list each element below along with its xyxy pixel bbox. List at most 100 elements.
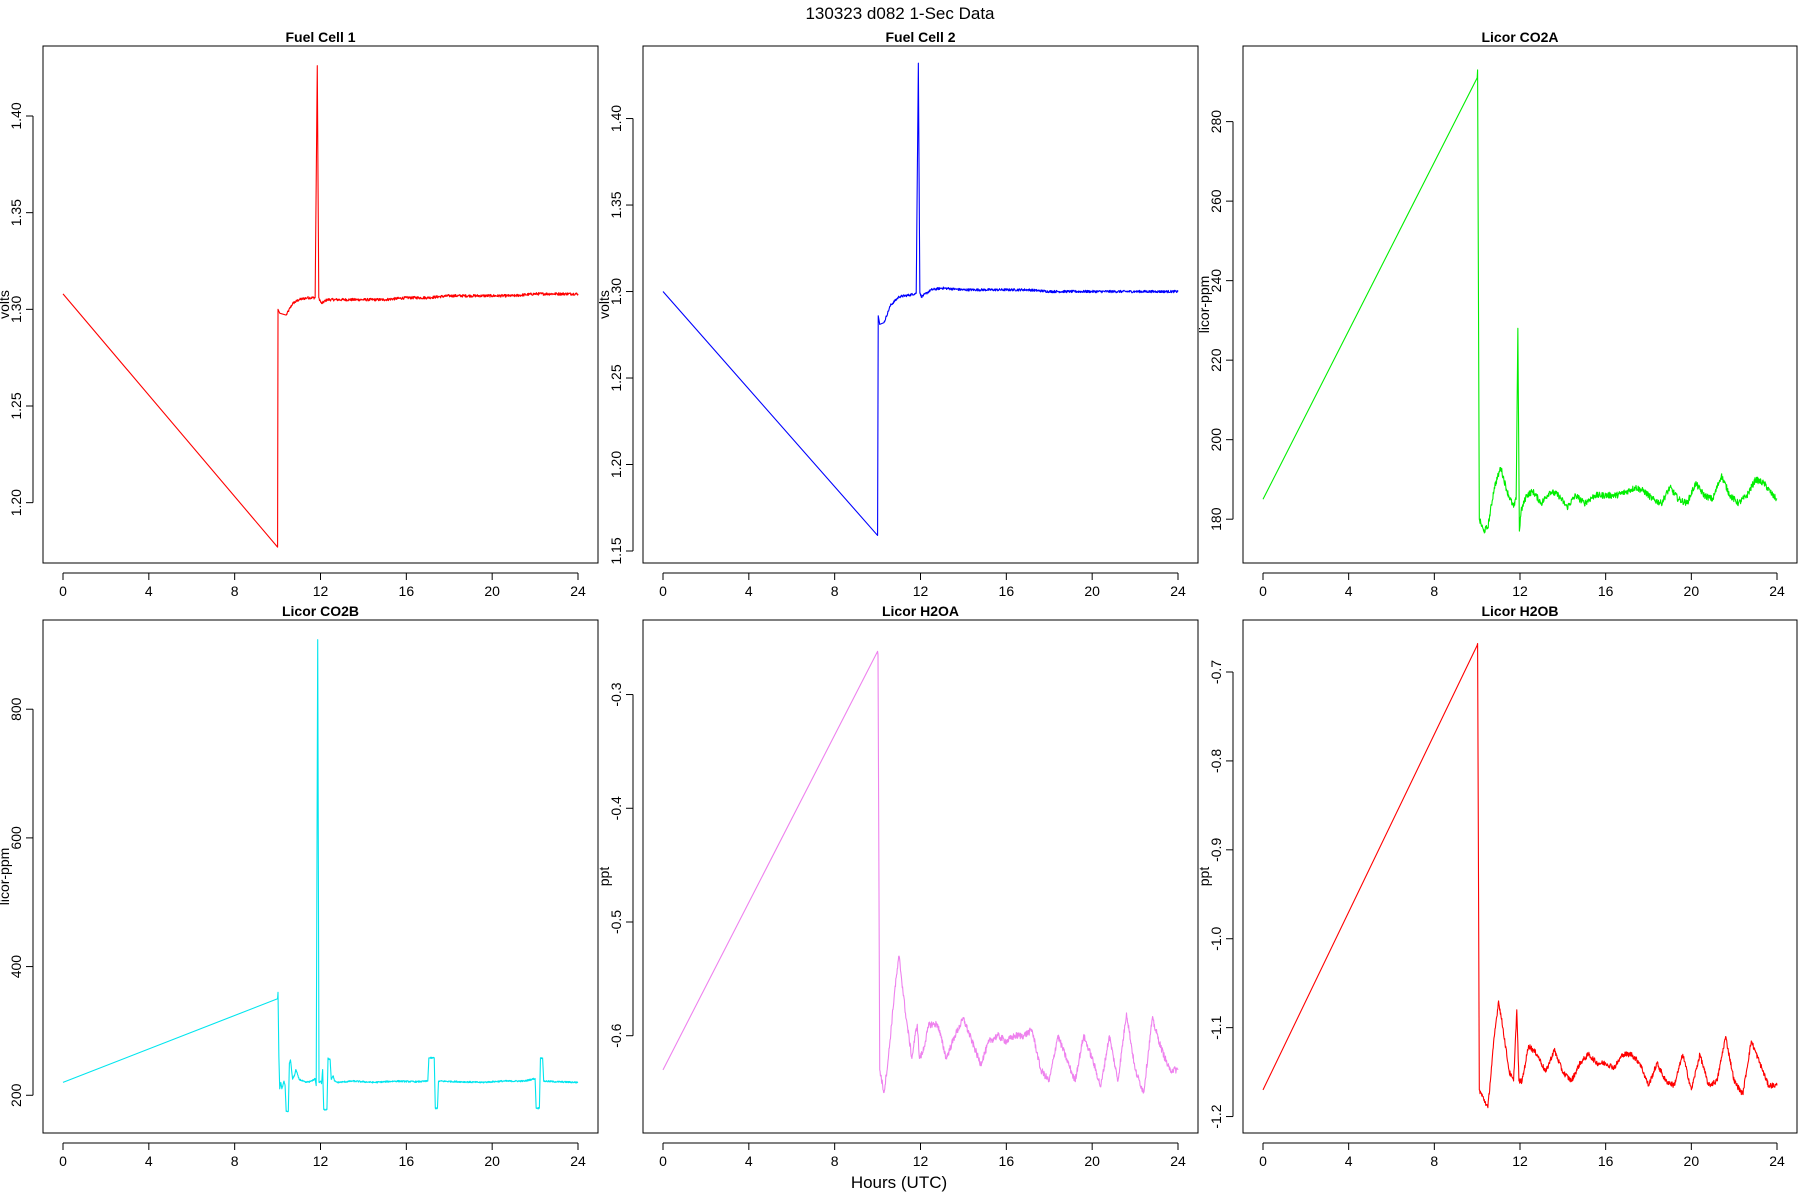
panel-licor-h2ob: Licor H2OB 0 4 8 12 16 20 24 -1.2 -1.1 -1.0 -0.9 -0.…	[1196, 603, 1798, 1169]
x-axis: 0 4 8 12 16 20 24	[1259, 572, 1785, 599]
panel-title: Fuel Cell 2	[885, 29, 955, 45]
y-tick-label: 220	[1208, 348, 1224, 372]
x-tick-label: 20	[1084, 1153, 1100, 1169]
y-tick-label: 1.40	[608, 105, 624, 132]
x-tick-label: 8	[231, 1153, 239, 1169]
panel-title: Fuel Cell 1	[285, 29, 355, 45]
y-tick-label: 1.25	[608, 364, 624, 391]
x-tick-label: 8	[1430, 1153, 1438, 1169]
plot-frame	[1242, 619, 1798, 1134]
panel-title: Licor CO2B	[282, 603, 359, 619]
x-tick-label: 12	[313, 1153, 329, 1169]
x-tick-label: 12	[913, 583, 929, 599]
x-tick-label: 0	[659, 583, 667, 599]
x-axis-label: Hours (UTC)	[851, 1173, 947, 1192]
y-tick-label: -0.8	[1208, 749, 1224, 773]
series-line-licor-h2oa	[662, 650, 1179, 1094]
plot-frame	[42, 619, 599, 1134]
x-axis: 0 4 8 12 16 20 24	[659, 572, 1186, 599]
plot-frame	[1242, 45, 1798, 564]
x-tick-label: 8	[231, 583, 239, 599]
y-axis-label: volts	[596, 290, 612, 319]
x-tick-label: 20	[1684, 583, 1700, 599]
y-tick-label: -0.5	[608, 910, 624, 934]
x-tick-label: 20	[484, 1153, 500, 1169]
y-tick-label: 240	[1208, 269, 1224, 293]
y-axis-label: ppt	[596, 867, 612, 887]
y-tick-label: 1.30	[8, 295, 24, 322]
x-tick-label: 0	[59, 1153, 67, 1169]
x-tick-label: 8	[1430, 583, 1438, 599]
y-tick-label: 280	[1208, 110, 1224, 134]
y-tick-label: 180	[1208, 507, 1224, 531]
y-tick-label: 1.40	[8, 102, 24, 129]
x-tick-label: 16	[399, 583, 415, 599]
x-tick-label: 24	[570, 1153, 586, 1169]
y-tick-label: -0.7	[1208, 660, 1224, 684]
x-tick-label: 16	[999, 583, 1015, 599]
x-tick-label: 16	[1598, 1153, 1614, 1169]
x-tick-label: 4	[145, 1153, 153, 1169]
y-tick-label: -0.3	[608, 682, 624, 706]
x-tick-label: 24	[1170, 1153, 1186, 1169]
y-tick-label: 400	[8, 955, 24, 979]
x-tick-label: 16	[399, 1153, 415, 1169]
x-tick-label: 12	[1512, 1153, 1528, 1169]
x-tick-label: 24	[570, 583, 586, 599]
y-axis-label: licor-ppm	[1196, 276, 1212, 334]
y-axis-label: ppt	[1196, 867, 1212, 887]
x-tick-label: 16	[1598, 583, 1614, 599]
y-tick-label: -0.6	[608, 1023, 624, 1047]
y-tick-label: 1.35	[608, 191, 624, 218]
x-tick-label: 12	[1512, 583, 1528, 599]
y-axis: -0.6 -0.5 -0.4 -0.3	[608, 682, 634, 1048]
x-tick-label: 8	[831, 1153, 839, 1169]
y-tick-label: 1.30	[608, 278, 624, 305]
x-tick-label: 24	[1769, 1153, 1785, 1169]
y-tick-label: -1.2	[1208, 1104, 1224, 1128]
y-tick-label: 600	[8, 826, 24, 850]
y-tick-label: 1.25	[8, 392, 24, 419]
y-tick-label: 200	[8, 1083, 24, 1107]
y-tick-label: 1.20	[608, 451, 624, 478]
y-tick-label: 1.35	[8, 199, 24, 226]
y-axis: 180 200 220 240 260 280	[1208, 110, 1234, 531]
y-axis: -1.2 -1.1 -1.0 -0.9 -0.8 -0.7	[1208, 660, 1234, 1129]
plot-frame	[42, 45, 599, 564]
x-axis: 0 4 8 12 16 20 24	[1259, 1142, 1785, 1169]
y-tick-label: 800	[8, 697, 24, 721]
x-tick-label: 0	[59, 583, 67, 599]
series-line-fuel-cell-2	[662, 62, 1179, 536]
series-line-licor-co2a	[1262, 69, 1778, 534]
plot-frame	[642, 45, 1199, 564]
y-tick-label: -0.4	[608, 796, 624, 820]
x-tick-label: 12	[913, 1153, 929, 1169]
x-tick-label: 4	[745, 583, 753, 599]
y-tick-label: -1.1	[1208, 1015, 1224, 1039]
panel-title: Licor H2OA	[882, 603, 959, 619]
y-tick-label: 1.15	[608, 537, 624, 564]
series-line-licor-co2b	[62, 639, 579, 1113]
y-axis: 1.20 1.25 1.30 1.35 1.40	[8, 102, 34, 516]
y-axis: 200 400 600 800	[8, 697, 34, 1107]
y-tick-label: 260	[1208, 189, 1224, 213]
panel-fuel-cell-1: Fuel Cell 10 4 8 12 16 20 241.201.251.301.351.…	[0, 29, 599, 599]
x-tick-label: 4	[1345, 583, 1353, 599]
x-tick-label: 0	[1259, 583, 1267, 599]
series-line-licor-h2ob	[1262, 643, 1778, 1109]
y-axis-label: volts	[0, 290, 12, 319]
series-line-fuel-cell-1	[62, 65, 579, 548]
x-tick-label: 20	[1684, 1153, 1700, 1169]
x-tick-label: 20	[1084, 583, 1100, 599]
y-tick-label: 1.20	[8, 489, 24, 516]
y-axis-label: licor-ppm	[0, 848, 12, 906]
x-axis: 0 4 8 12 16 20 24	[59, 1142, 586, 1169]
x-tick-label: 8	[831, 583, 839, 599]
x-tick-label: 24	[1170, 583, 1186, 599]
x-tick-label: 4	[745, 1153, 753, 1169]
y-tick-label: 200	[1208, 428, 1224, 452]
x-axis: 0 4 8 12 16 20 24	[659, 1142, 1186, 1169]
panel-licor-co2b: Licor CO2B 0 4 8 12 16 20 24 200 400 600 800 licor-p…	[0, 603, 599, 1169]
panel-title: Licor H2OB	[1481, 603, 1558, 619]
